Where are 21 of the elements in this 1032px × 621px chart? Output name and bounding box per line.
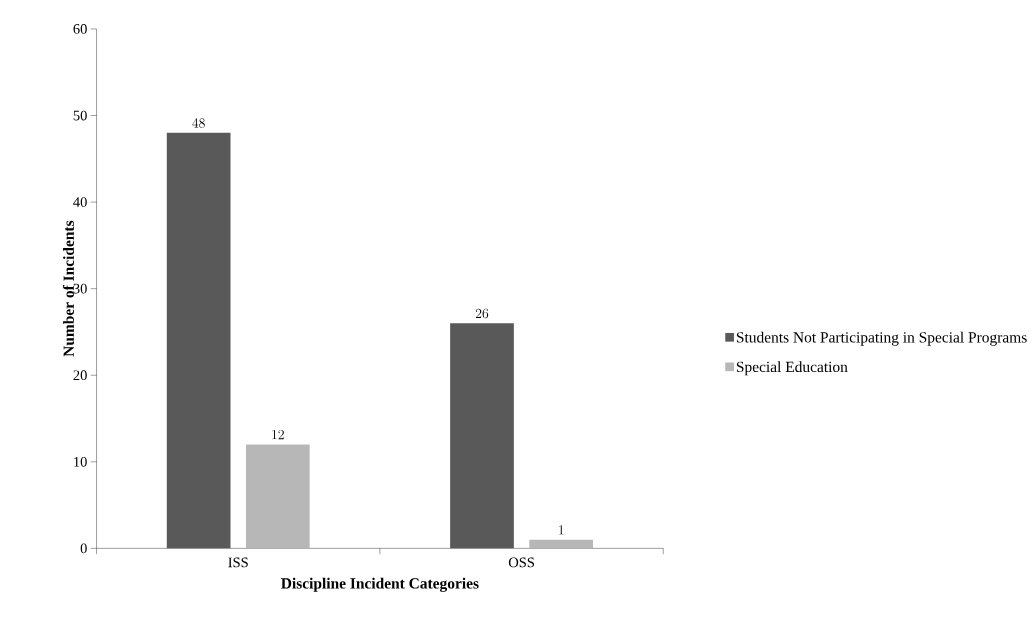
- y-tick-label: 10: [74, 457, 87, 467]
- bar: [450, 323, 514, 549]
- x-tick-label: OSS: [508, 557, 534, 568]
- bar: [529, 539, 594, 549]
- data-label: 48: [192, 118, 205, 128]
- data-label: 12: [272, 430, 284, 440]
- data-label: 1: [559, 525, 564, 535]
- data-label: 26: [475, 308, 489, 319]
- legend-label: Special Education: [736, 361, 848, 376]
- y-tick-label: 30: [73, 283, 87, 294]
- y-tick-label: 60: [73, 24, 87, 34]
- x-axis-title: Discipline Incident Categories: [281, 577, 479, 592]
- y-tick-label: 40: [73, 197, 87, 208]
- y-tick-label: 50: [73, 110, 87, 121]
- y-axis-title: Number of Incidents: [62, 220, 74, 357]
- bar: [245, 444, 310, 549]
- x-tick-label: ISS: [228, 557, 248, 568]
- legend-label: Students Not Participating in Special Programs: [736, 331, 1027, 346]
- bar: [166, 132, 231, 549]
- y-tick-label: 0: [80, 543, 87, 554]
- y-tick-label: 20: [73, 370, 87, 381]
